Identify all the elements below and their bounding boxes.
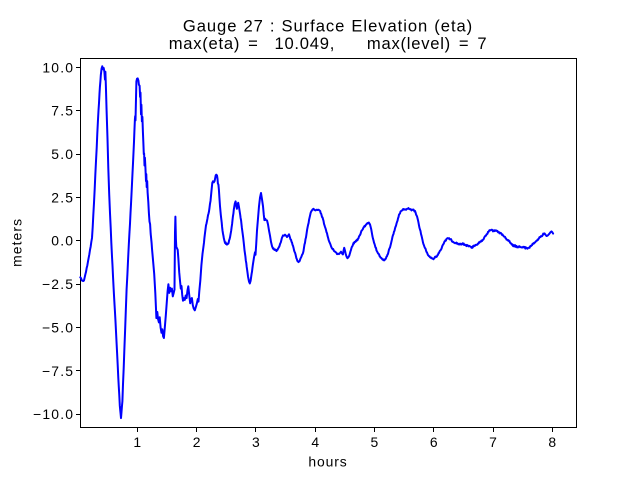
svg-text:7.5: 7.5 xyxy=(51,103,74,119)
svg-text:−5.0: −5.0 xyxy=(42,319,74,335)
svg-text:2.5: 2.5 xyxy=(51,189,74,205)
svg-text:−10.0: −10.0 xyxy=(33,406,74,422)
svg-text:4: 4 xyxy=(311,434,319,450)
svg-text:7: 7 xyxy=(489,434,497,450)
svg-text:2: 2 xyxy=(193,434,201,450)
svg-text:hours: hours xyxy=(308,453,347,469)
svg-text:max(eta) = 10.049, max(lev: max(eta) = 10.049, max(level) = 7 xyxy=(169,34,488,53)
svg-text:−7.5: −7.5 xyxy=(42,363,74,379)
svg-text:5.0: 5.0 xyxy=(51,146,74,162)
svg-text:0.0: 0.0 xyxy=(51,233,74,249)
svg-text:6: 6 xyxy=(430,434,438,450)
svg-text:−2.5: −2.5 xyxy=(42,276,74,292)
svg-text:10.0: 10.0 xyxy=(42,59,74,75)
svg-text:3: 3 xyxy=(252,434,260,450)
svg-text:8: 8 xyxy=(548,434,556,450)
svg-text:Gauge 27 : Surface Elevation (: Gauge 27 : Surface Elevation (eta) xyxy=(183,16,473,35)
svg-text:1: 1 xyxy=(133,434,141,450)
svg-text:5: 5 xyxy=(371,434,379,450)
svg-text:meters: meters xyxy=(8,218,24,267)
